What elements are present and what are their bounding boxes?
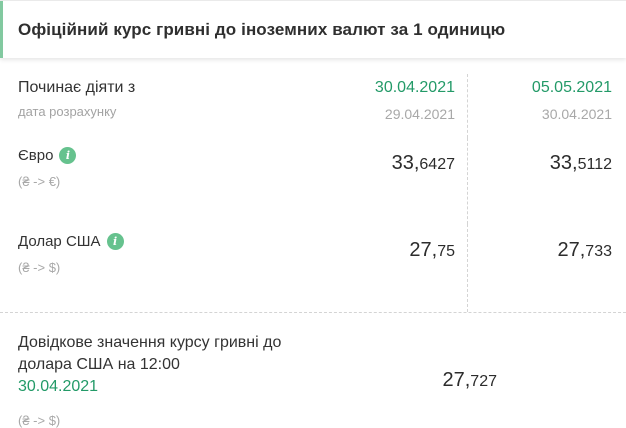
column-2-dates: 05.05.2021 30.04.2021: [467, 74, 626, 138]
euro-rate-col1-cell: 33,6427: [317, 138, 467, 224]
usd-rate-col1: 27,75: [409, 239, 455, 261]
column-1-dates: 30.04.2021 29.04.2021: [317, 74, 467, 138]
col1-effective-date: 30.04.2021: [374, 79, 455, 96]
reference-date: 30.04.2021: [18, 378, 99, 395]
rates-table: Починає діяти з дата розрахунку 30.04.20…: [0, 74, 626, 312]
page-title: Офіційний курс гривні до іноземних валют…: [18, 19, 506, 39]
reference-label-line2: долара США на 12:00: [18, 356, 180, 373]
currency-pair-usd: (₴ -> $): [18, 260, 61, 275]
info-icon[interactable]: i: [59, 147, 77, 164]
reference-label-line1: Довідкове значення курсу гривні до: [18, 334, 282, 351]
currency-name-usd: Долар США: [18, 233, 101, 250]
euro-rate-col2: 33,5112: [549, 152, 612, 174]
usd-rate-col2: 27,733: [557, 239, 612, 261]
calc-date-label: дата розрахунку: [18, 104, 117, 119]
col2-calc-date: 30.04.2021: [541, 106, 612, 122]
col1-calc-date: 29.04.2021: [384, 106, 455, 122]
euro-rate-col2-cell: 33,5112: [467, 138, 626, 224]
reference-rate-value: 27,727: [442, 369, 497, 391]
reference-rate-section: Довідкове значення курсу гривні до долар…: [0, 313, 626, 428]
col2-effective-date: 05.05.2021: [531, 79, 612, 96]
euro-rate-col1: 33,6427: [391, 152, 455, 174]
usd-rate-col2-cell: 27,733: [467, 224, 626, 312]
table-row-usd: Долар США i (₴ -> $): [0, 224, 317, 312]
card-title-bar: Офіційний курс гривні до іноземних валют…: [0, 1, 626, 58]
effective-date-label: Починає діяти з: [18, 79, 136, 96]
currency-name-euro: Євро: [18, 147, 54, 164]
info-icon[interactable]: i: [106, 233, 124, 250]
table-header-labels: Починає діяти з дата розрахунку: [0, 74, 317, 138]
dashed-divider: [0, 312, 626, 313]
table-row-euro: Євро i (₴ -> €): [0, 138, 317, 224]
usd-rate-col1-cell: 27,75: [317, 224, 467, 312]
currency-pair-euro: (₴ -> €): [18, 174, 61, 189]
reference-pair: (₴ -> $): [18, 413, 61, 428]
